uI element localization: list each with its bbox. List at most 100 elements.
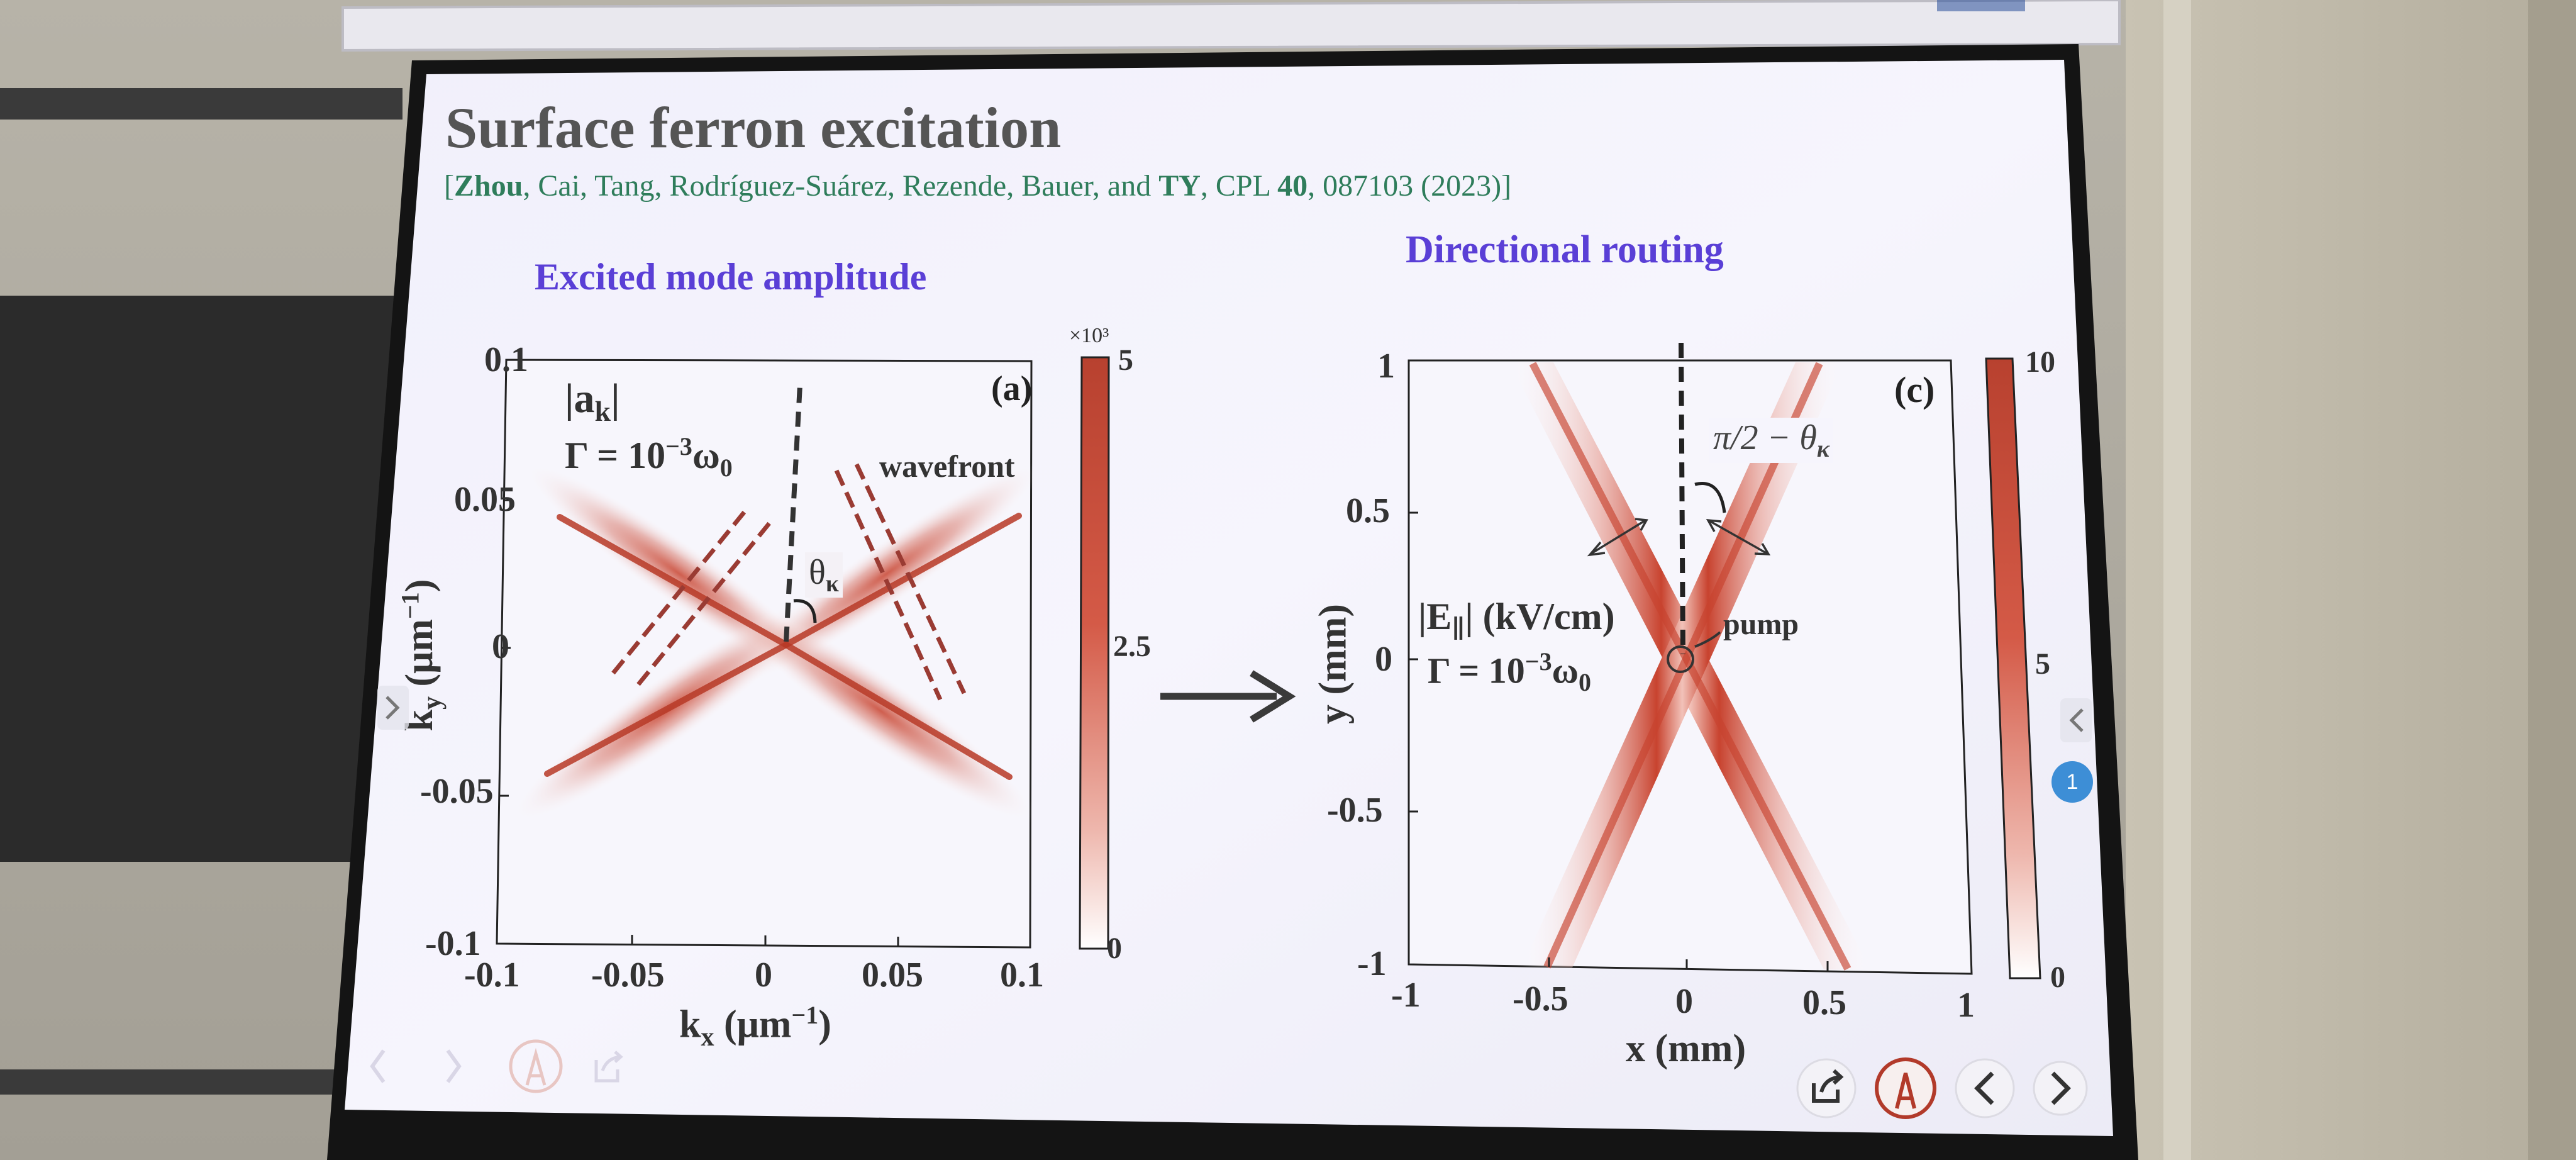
left-side-chevron-icon[interactable] xyxy=(377,686,409,730)
panel-a-cbar-tick-1: 5 xyxy=(1118,343,1133,377)
right-pen-icon[interactable] xyxy=(1875,1057,1936,1119)
panel-c-xtick-5: 1 xyxy=(1957,986,1975,1025)
left-share-icon[interactable] xyxy=(594,1051,623,1083)
panel-c-xtick-1: -1 xyxy=(1391,976,1421,1015)
panel-a-gamma: Γ = 10−3ω0 xyxy=(565,432,733,482)
panel-a-xtick-5: 0.1 xyxy=(1000,956,1044,995)
left-controls xyxy=(370,1039,623,1093)
ga-exp: −3 xyxy=(665,432,692,460)
left-prev-icon[interactable] xyxy=(370,1049,386,1083)
qa-close: | xyxy=(611,376,620,421)
qc-unit: | (kV/cm) xyxy=(1465,596,1615,637)
pump-pointer xyxy=(1694,631,1721,648)
left-pen-icon[interactable] xyxy=(509,1039,563,1093)
panel-a-ytick-3: 0 xyxy=(492,627,509,666)
gc-exp: −3 xyxy=(1524,647,1552,676)
panel-a-ytick-4: -0.05 xyxy=(420,772,494,811)
panel-a-quantity: |ak| xyxy=(565,375,620,428)
right-side-chevron-icon[interactable] xyxy=(2060,698,2092,742)
right-share-icon[interactable] xyxy=(1796,1058,1857,1118)
angle-c-main: π/2 − θ xyxy=(1713,418,1817,457)
xa-close: ) xyxy=(818,1003,831,1046)
angle-c-sub: κ xyxy=(1816,436,1830,463)
panel-a-ytick-5: -0.1 xyxy=(425,924,481,963)
wavefront-right-1 xyxy=(834,469,943,701)
panel-a-xtick-3: 0 xyxy=(755,956,772,995)
transition-arrow xyxy=(1160,670,1296,723)
right-next-icon[interactable] xyxy=(2033,1061,2088,1116)
panel-c-ytick-4: -0.5 xyxy=(1327,791,1383,830)
panel-a-colorbar xyxy=(1079,356,1110,950)
wavefront-left-1 xyxy=(611,505,750,675)
panel-c-cbar-tick-2: 5 xyxy=(2035,647,2050,681)
wavefront-left-2 xyxy=(636,518,774,686)
blackboard xyxy=(0,296,402,862)
ga-unit-sub: 0 xyxy=(719,454,733,482)
panel-c-xtick-4: 0.5 xyxy=(1802,983,1846,1022)
floor-rail xyxy=(0,1069,352,1095)
page-badge[interactable]: 1 xyxy=(2051,761,2093,803)
citation-volume: 40 xyxy=(1277,169,1308,203)
xa-unit: (μm xyxy=(714,1003,792,1046)
panel-c-plot xyxy=(1407,342,2041,979)
xa-sub: x xyxy=(701,1023,714,1052)
xa-main: k xyxy=(679,1003,701,1046)
right-heading: Directional routing xyxy=(1406,228,1724,271)
gc-unit-sub: 0 xyxy=(1579,667,1592,696)
right-prev-icon[interactable] xyxy=(1955,1058,2015,1118)
gc-unit: ω xyxy=(1552,650,1579,691)
screen-housing xyxy=(341,0,2121,52)
lobe-line-ll xyxy=(544,642,789,777)
ya-close: ) xyxy=(398,579,441,593)
panel-a-angle-arc xyxy=(793,599,817,623)
slide-title: Surface ferron excitation xyxy=(445,96,1062,160)
page-badge-number: 1 xyxy=(2066,770,2079,794)
ya-exp: −1 xyxy=(396,592,425,620)
wavefront-label: wavefront xyxy=(879,449,1015,484)
panel-c-label: (c) xyxy=(1894,369,1935,410)
wall-edge xyxy=(2528,0,2576,1160)
citation-rest: , 087103 (2023)] xyxy=(1307,169,1512,203)
citation-open: [ xyxy=(444,169,454,203)
panel-a-plot xyxy=(496,356,1110,950)
panel-a-xtick-2: -0.05 xyxy=(591,956,665,995)
qc-main: |E xyxy=(1418,596,1452,637)
right-wall xyxy=(2126,0,2576,1160)
panel-c-cbar-tick-1: 10 xyxy=(2025,345,2055,379)
panel-a-ytick-1: 0.1 xyxy=(484,340,528,379)
panel-c-colorbar xyxy=(1985,357,2041,979)
ga-unit: ω xyxy=(692,435,720,476)
panel-c-normal-line xyxy=(1679,342,1685,655)
citation-author-2: , Cai, Tang, Rodríguez-Suárez, Rezende, … xyxy=(523,169,1159,203)
panel-a-cbar-scale: ×10³ xyxy=(1069,324,1109,347)
panel-c-ytick-1: 1 xyxy=(1377,347,1395,386)
wall-trim xyxy=(2163,0,2191,1160)
pump-marker xyxy=(1667,645,1694,673)
panel-a-xtick-1: -0.1 xyxy=(464,956,520,995)
citation-author-3: TY xyxy=(1158,169,1201,203)
panel-a-ytick-2: 0.05 xyxy=(454,480,516,519)
left-next-icon[interactable] xyxy=(446,1049,462,1083)
left-heading: Excited mode amplitude xyxy=(535,256,927,298)
ya-unit: (μm xyxy=(398,619,441,696)
panel-c-angle-arc xyxy=(1694,482,1726,513)
panel-a-angle-label: θκ xyxy=(805,552,843,598)
citation-author-1: Zhou xyxy=(453,169,523,203)
citation-journal: , CPL xyxy=(1200,169,1278,203)
panel-a-lobes xyxy=(511,462,1043,823)
beam-core-2 xyxy=(1543,362,1823,969)
angle-a-main: θ xyxy=(809,553,826,592)
panel-a-normal-line xyxy=(784,384,802,642)
lobe-line-ul xyxy=(557,514,789,648)
gc-lhs: Γ = 10 xyxy=(1428,650,1525,691)
panel-c-ytick-3: 0 xyxy=(1375,640,1392,679)
propagation-arrows xyxy=(1587,518,1771,557)
pump-label: pump xyxy=(1723,608,1799,641)
panel-c-gamma: Γ = 10−3ω0 xyxy=(1428,647,1591,697)
wavefront-right-2 xyxy=(854,463,967,694)
panel-a-ticks xyxy=(499,359,899,946)
xa-exp: −1 xyxy=(791,1001,819,1029)
board-rail xyxy=(0,88,402,120)
